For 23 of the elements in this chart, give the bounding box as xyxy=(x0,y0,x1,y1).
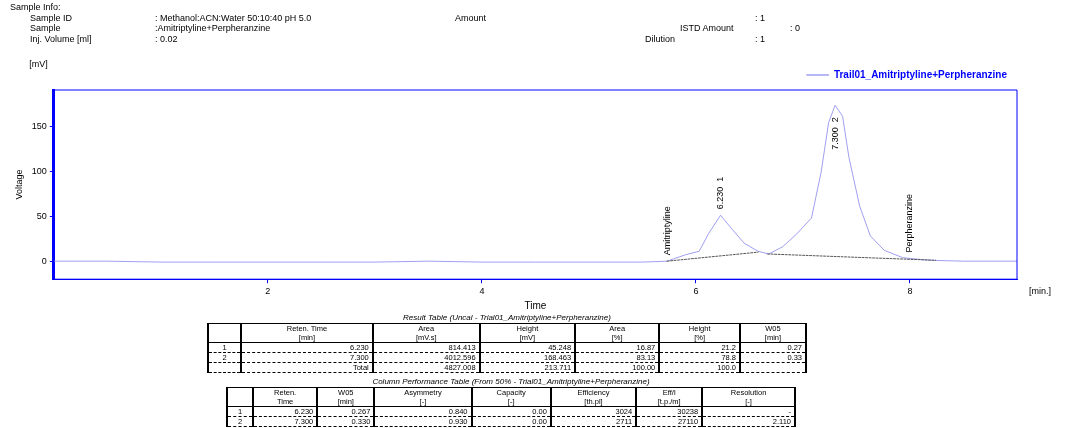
text: Sample ID : Methanol:ACN:Water 50:10:40 pH 5.0 Amount : 1 xyxy=(30,12,766,23)
y-tick-label: 50 xyxy=(36,210,47,221)
annotation: Amitriptyline xyxy=(661,206,672,256)
x-tick-label: 6 xyxy=(693,286,699,297)
y-tick-label: 100 xyxy=(31,165,47,176)
text: Column Performance Table (From 50% - Trial01_Amitriptyline+Perpheranzine) xyxy=(371,377,651,386)
x-tick-label: 8 xyxy=(907,286,913,297)
text: Inj. Volume [ml] : 0.02 Dilution : 1 xyxy=(30,33,766,44)
annotation: 6.230 1 xyxy=(715,176,726,210)
text: Result Table (Uncal - Trial01_Amitriptyline+Perpheranzine) xyxy=(402,313,612,322)
x-tick-label: 2 xyxy=(265,286,271,297)
annotation: 7.300 2 xyxy=(829,117,840,150)
x-tick-label: 4 xyxy=(479,286,485,297)
text: [mV] xyxy=(29,58,48,69)
y-tick-label: 0 xyxy=(41,255,47,266)
y-tick-label: 150 xyxy=(31,120,47,131)
text: [min.] xyxy=(1029,286,1052,297)
y-axis-title: Voltage xyxy=(13,169,24,200)
legend-label: Trail01_Amitriptyline+Perpheranzine xyxy=(833,68,1008,80)
x-axis-title: Time xyxy=(524,299,547,311)
text: Sample :Amitriptyline+Perpheranzine ISTD Amount : 0 xyxy=(30,23,801,33)
text: Sample Info: xyxy=(10,2,61,13)
annotation: Perpheranzine xyxy=(904,193,915,253)
